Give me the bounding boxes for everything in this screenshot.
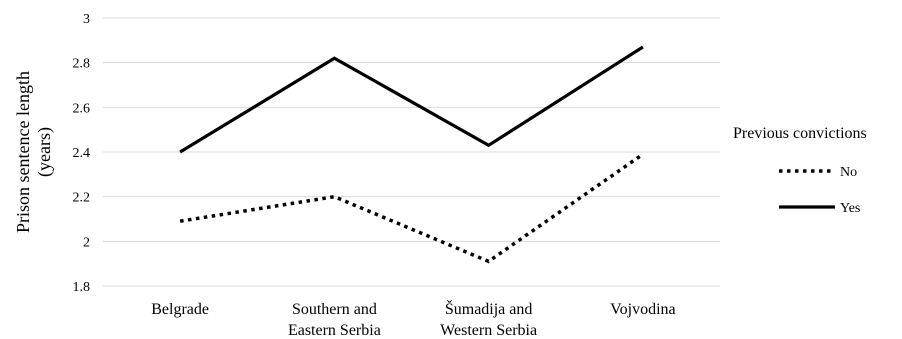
y-axis-label: Prison sentence length (years) bbox=[13, 71, 55, 233]
y-tick-label: 3 bbox=[83, 12, 90, 27]
legend-label-no: No bbox=[840, 165, 857, 180]
x-axis-category-labels: Belgrade Southern and Eastern Serbia Šumadi… bbox=[151, 299, 675, 339]
legend-title: Previous convictions bbox=[733, 125, 867, 142]
y-tick-label: 2.6 bbox=[73, 101, 91, 116]
x-category-label: Western Serbia bbox=[440, 322, 537, 339]
series-line-no bbox=[179, 152, 644, 264]
series-line-yes bbox=[179, 45, 644, 154]
legend-label-yes: Yes bbox=[840, 201, 860, 216]
x-category-label: Eastern Serbia bbox=[288, 322, 381, 339]
legend: Previous convictions No Yes bbox=[733, 125, 867, 216]
series-lines bbox=[179, 45, 644, 264]
y-axis-label-line-1: Prison sentence length bbox=[13, 71, 33, 233]
y-tick-label: 1.8 bbox=[73, 280, 91, 295]
y-tick-label: 2 bbox=[83, 235, 90, 250]
x-category-label: Belgrade bbox=[151, 301, 209, 318]
grid-lines bbox=[103, 17, 720, 287]
x-category-label: Southern and bbox=[292, 301, 377, 318]
x-category-label: Šumadija and bbox=[445, 299, 533, 318]
y-tick-label: 2.4 bbox=[73, 146, 91, 161]
y-tick-label: 2.2 bbox=[73, 191, 91, 206]
y-tick-label: 2.8 bbox=[73, 57, 91, 72]
y-axis-label-line-2: (years) bbox=[34, 127, 55, 177]
y-axis-tick-labels: 1.8 2 2.2 2.4 2.6 2.8 3 bbox=[73, 12, 91, 295]
x-category-label: Vojvodina bbox=[610, 301, 675, 318]
